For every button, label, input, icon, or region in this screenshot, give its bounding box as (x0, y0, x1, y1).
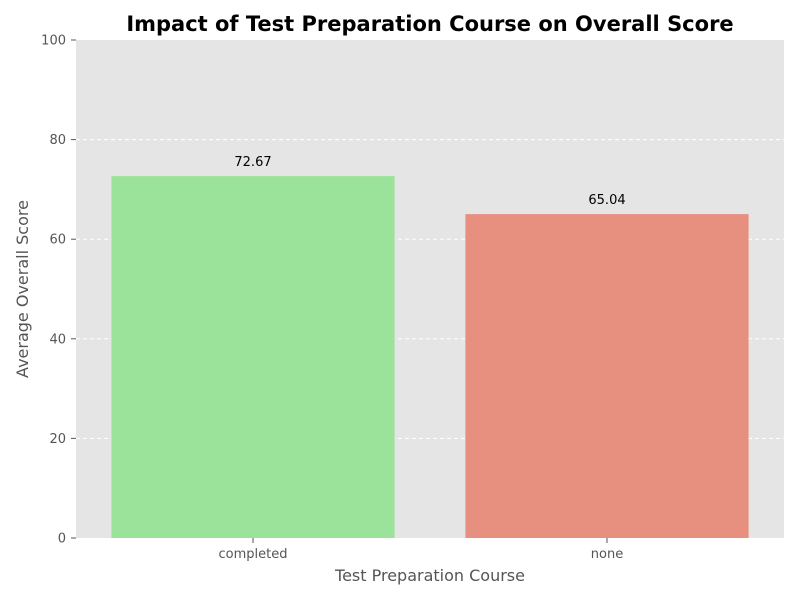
y-tick-label: 80 (49, 133, 66, 148)
y-axis-label: Average Overall Score (13, 200, 32, 378)
y-tick-label: 100 (41, 34, 66, 49)
bar-completed (111, 176, 395, 538)
x-axis-ticks: completed none (219, 538, 623, 562)
y-axis-ticks: 0 20 40 60 80 100 (41, 34, 76, 547)
y-tick-label: 0 (58, 532, 66, 547)
chart-title: Impact of Test Preparation Course on Ove… (126, 12, 733, 36)
data-label-none: 65.04 (588, 193, 625, 208)
y-tick-label: 20 (49, 432, 66, 447)
x-tick-label-completed: completed (219, 547, 288, 562)
data-label-completed: 72.67 (234, 155, 271, 170)
bars (111, 176, 749, 538)
y-tick-label: 60 (49, 233, 66, 248)
x-tick-label-none: none (591, 547, 623, 562)
y-tick-label: 40 (49, 332, 66, 347)
bar-none (465, 214, 749, 538)
data-labels: 72.67 65.04 (234, 155, 625, 208)
x-axis-label: Test Preparation Course (334, 566, 525, 585)
